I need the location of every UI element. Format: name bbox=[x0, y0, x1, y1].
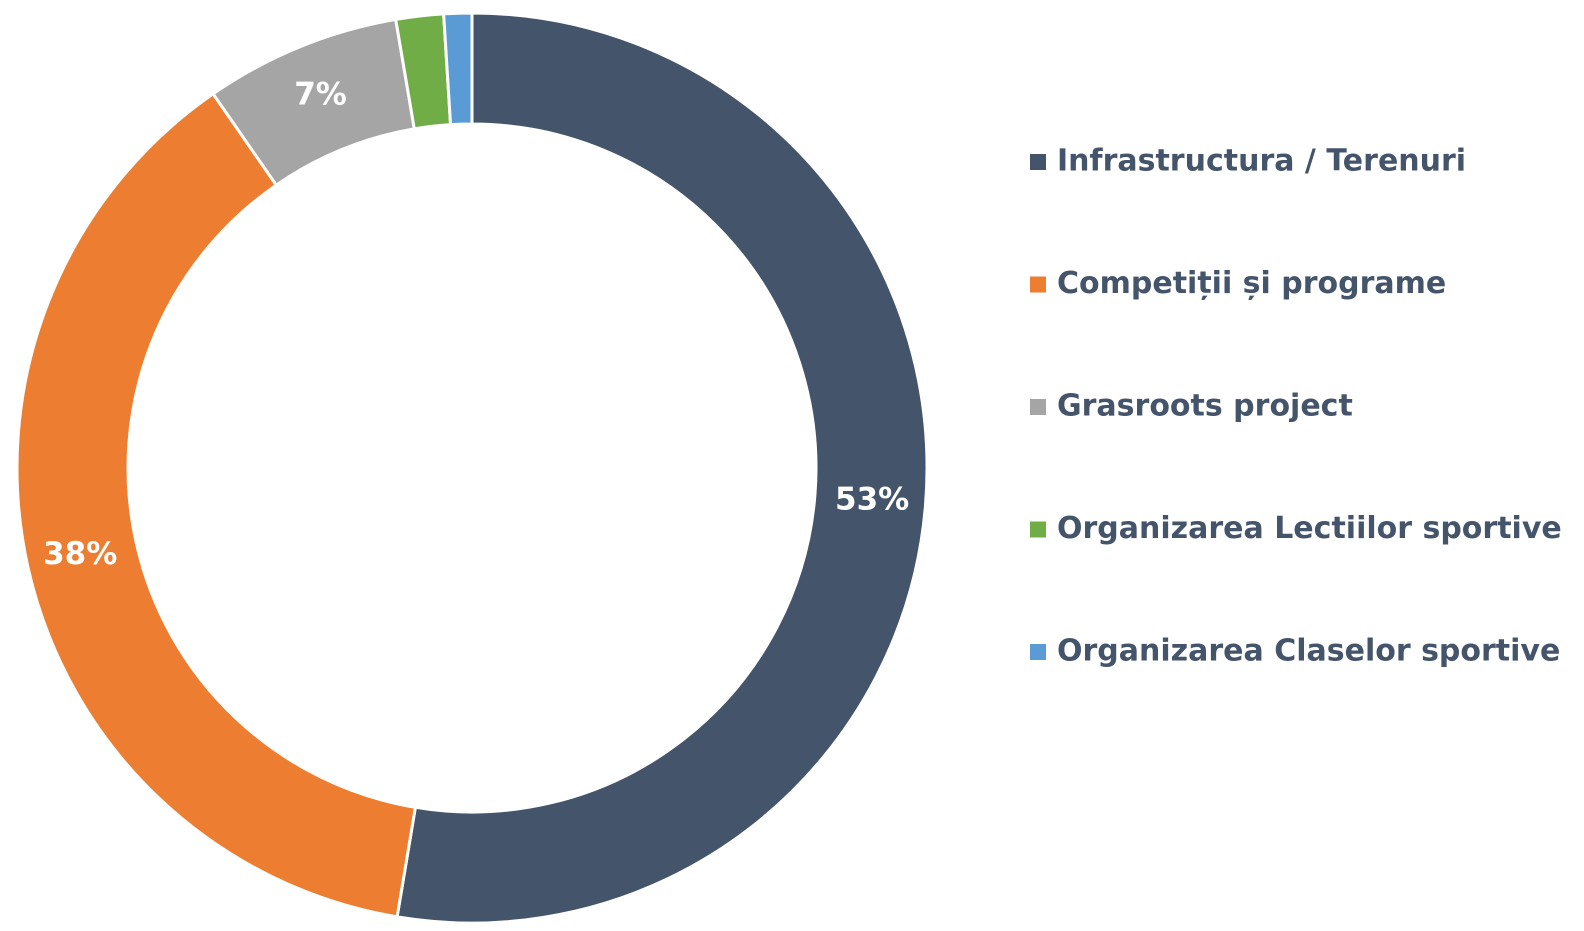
legend-label: Competiții și programe bbox=[1057, 266, 1446, 301]
data-label: 53% bbox=[835, 482, 909, 518]
legend-swatch bbox=[1030, 154, 1046, 170]
data-label: 38% bbox=[43, 536, 117, 572]
legend-swatch bbox=[1030, 521, 1046, 538]
legend-swatch bbox=[1030, 276, 1046, 293]
legend-label: Organizarea Lectiilor sportive bbox=[1057, 511, 1562, 546]
donut-slice bbox=[442, 11, 474, 127]
legend-label: Grasroots project bbox=[1057, 389, 1353, 424]
donut-slice bbox=[395, 11, 929, 925]
legend-swatch bbox=[1030, 644, 1046, 660]
legend-label: Organizarea Claselor sportive bbox=[1057, 634, 1560, 669]
donut-slice bbox=[15, 91, 418, 919]
data-label: 7% bbox=[294, 77, 347, 113]
legend-swatch bbox=[1030, 399, 1046, 415]
legend-label: Infrastructura / Terenuri bbox=[1057, 144, 1466, 179]
